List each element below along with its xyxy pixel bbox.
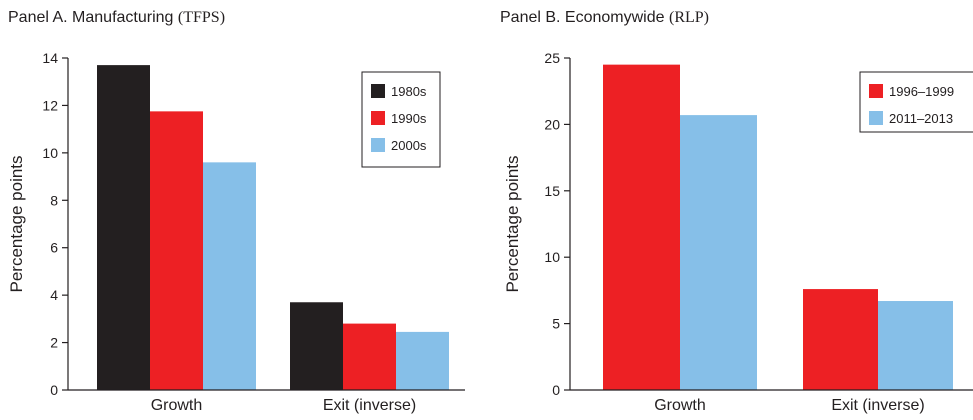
- panel-a-title: Panel A. Manufacturing (TFPS): [8, 9, 225, 27]
- bar-0-1-2: [396, 331, 449, 390]
- y-tick-label: 20: [544, 116, 560, 132]
- bar-1-1-0: [803, 289, 878, 390]
- panel-b-title-paren: (RLP): [668, 9, 709, 26]
- legend-swatch: [371, 138, 385, 152]
- y-axis-label: Percentage points: [7, 155, 26, 292]
- y-tick-label: 0: [50, 382, 58, 398]
- panel-b-title-text: Panel B. Economywide: [500, 9, 665, 26]
- bar-1-0-1: [680, 115, 757, 390]
- legend-swatch: [371, 84, 385, 98]
- panel-b-title: Panel B. Economywide (RLP): [500, 9, 709, 27]
- legend-entry-label: 1996–1999: [889, 84, 954, 99]
- panel-a-chart: Growth Exit (inverse) 0 2 4 6 8 10 12 14 Percentag…: [7, 50, 465, 414]
- legend-swatch: [869, 111, 883, 125]
- y-tick-label: 8: [50, 192, 58, 208]
- legend-swatch: [371, 111, 385, 125]
- panel-a-title-paren: (TFPS): [177, 9, 226, 26]
- y-tick-label: 0: [552, 382, 560, 398]
- category-label: Exit (inverse): [831, 397, 924, 414]
- y-tick-label: 15: [544, 183, 560, 199]
- bar-1-1-1: [878, 301, 953, 390]
- legend-entry-label: 1980s: [391, 84, 427, 99]
- y-tick-label: 12: [42, 97, 58, 113]
- category-label: Growth: [151, 397, 203, 414]
- y-tick-label: 14: [42, 50, 58, 66]
- y-tick-label: 6: [50, 240, 58, 256]
- panel-b-chart: Growth Exit (inverse) 0 5 10 15 20 25 Percentage…: [503, 50, 973, 414]
- bar-1-0-0: [603, 64, 680, 390]
- legend-entry-label: 2000s: [391, 138, 427, 153]
- legend-entry-label: 2011–2013: [889, 111, 953, 126]
- category-label: Growth: [654, 397, 706, 414]
- bar-0-1-1: [343, 323, 396, 390]
- panel-a-title-text: Panel A. Manufacturing: [8, 9, 174, 26]
- bar-0-0-2: [203, 162, 256, 390]
- y-tick-label: 10: [544, 249, 560, 265]
- bar-0-1-0: [290, 302, 343, 390]
- y-tick-label: 2: [50, 335, 58, 351]
- category-label: Exit (inverse): [323, 397, 416, 414]
- legend-swatch: [869, 84, 883, 98]
- legend-entry-label: 1990s: [391, 111, 427, 126]
- y-tick-label: 4: [50, 287, 58, 303]
- bar-0-0-1: [150, 111, 203, 390]
- bar-0-0-0: [97, 65, 150, 390]
- y-tick-label: 5: [552, 316, 560, 332]
- y-tick-label: 10: [42, 145, 58, 161]
- y-axis-label: Percentage points: [503, 155, 522, 292]
- y-tick-label: 25: [544, 50, 560, 66]
